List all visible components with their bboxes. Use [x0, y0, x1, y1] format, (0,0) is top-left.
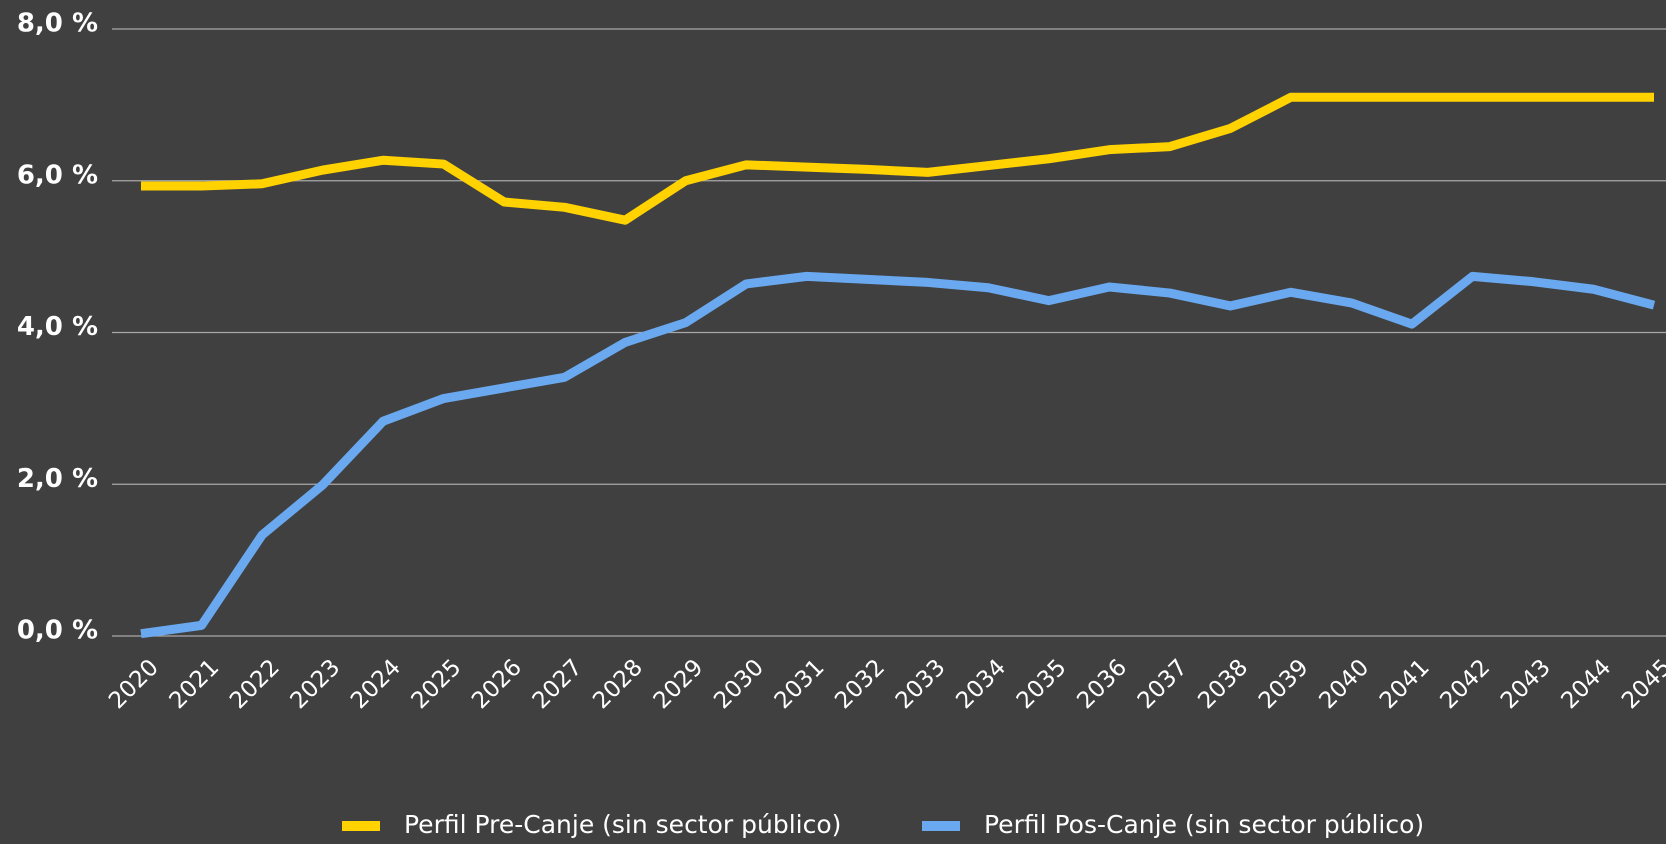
x-tick-label: 2032 — [830, 654, 890, 714]
x-tick-label: 2037 — [1133, 654, 1193, 714]
legend-label: Perfil Pre-Canje (sin sector público) — [404, 810, 841, 839]
x-tick-label: 2033 — [891, 654, 951, 714]
x-tick-label: 2038 — [1193, 654, 1253, 714]
y-tick-label: 0,0 % — [17, 616, 98, 646]
x-tick-label: 2043 — [1496, 654, 1556, 714]
x-tick-label: 2036 — [1072, 654, 1132, 714]
x-tick-label: 2022 — [225, 654, 285, 714]
x-tick-label: 2044 — [1557, 654, 1617, 714]
x-tick-label: 2041 — [1375, 654, 1435, 714]
x-tick-label: 2039 — [1254, 654, 1314, 714]
y-tick-label: 2,0 % — [17, 464, 98, 494]
y-tick-label: 4,0 % — [17, 312, 98, 342]
x-tick-label: 2034 — [951, 654, 1011, 714]
x-tick-label: 2031 — [770, 654, 830, 714]
x-tick-label: 2030 — [709, 654, 769, 714]
series-line — [141, 92, 1654, 225]
x-tick-label: 2025 — [407, 654, 467, 714]
x-tick-label: 2020 — [104, 654, 164, 714]
legend-label: Perfil Pos-Canje (sin sector público) — [984, 810, 1424, 839]
y-tick-label: 6,0 % — [17, 160, 98, 190]
legend-swatch — [342, 821, 380, 831]
x-tick-label: 2045 — [1617, 654, 1666, 714]
x-tick-label: 2028 — [588, 654, 648, 714]
x-tick-label: 2029 — [649, 654, 709, 714]
x-tick-label: 2042 — [1435, 654, 1495, 714]
series-line — [140, 271, 1656, 639]
x-tick-label: 2023 — [286, 654, 346, 714]
x-tick-label: 2035 — [1012, 654, 1072, 714]
y-tick-label: 8,0 % — [17, 9, 98, 39]
x-tick-label: 2027 — [528, 654, 588, 714]
x-tick-label: 2024 — [346, 654, 406, 714]
x-tick-label: 2021 — [165, 654, 225, 714]
x-tick-label: 2040 — [1314, 654, 1374, 714]
x-tick-label: 2026 — [467, 654, 527, 714]
legend-swatch — [922, 821, 960, 831]
